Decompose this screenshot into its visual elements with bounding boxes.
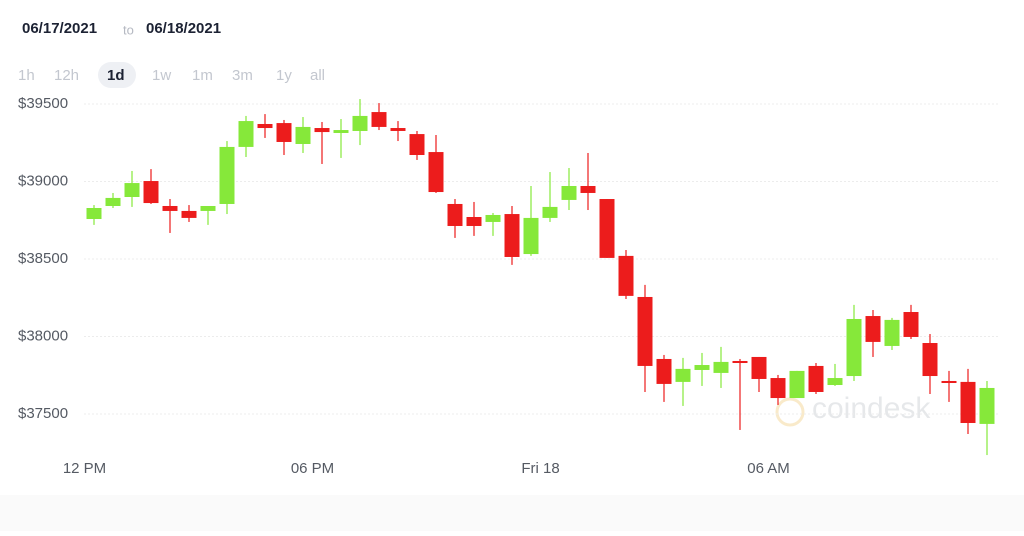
range-button[interactable]: 1y [276,67,292,84]
candle-body [827,378,843,386]
candle-body [960,381,976,423]
candle-body [770,378,786,399]
watermark-text: coindesk [812,392,931,425]
y-tick-label: $38000 [18,327,68,344]
candle-body [922,343,938,377]
candle-body [276,123,292,142]
y-tick-label: $37500 [18,405,68,422]
x-tick-label: 06 AM [747,460,790,477]
candle-body [238,121,254,147]
candle-body [675,368,691,382]
candle-body [599,199,615,258]
candle-body [523,217,539,255]
y-tick-label: $39500 [18,95,68,112]
candle-body [732,360,748,364]
date-from: 06/17/2021 [22,20,97,37]
range-button[interactable]: 3m [232,67,253,84]
x-tick-label: Fri 18 [521,460,559,477]
candle-body [162,205,178,211]
candle-body [789,370,805,399]
candle-body [618,255,634,296]
candle-body [656,358,672,384]
range-button[interactable]: all [310,67,325,84]
candle-body [808,365,824,392]
date-to-word: to [123,22,134,37]
range-button[interactable]: 1m [192,67,213,84]
watermark-icon [775,397,805,427]
range-button[interactable]: 12h [54,67,79,84]
candle-body [181,210,197,218]
candle-body [751,356,767,379]
candle-body [884,319,900,346]
candle-body [846,318,862,377]
candle-body [542,206,558,218]
candle-body [257,123,273,129]
candle-body [979,387,995,424]
candle-body [371,112,387,127]
candle-body [580,185,596,193]
x-tick-label: 06 PM [291,460,334,477]
candle-body [447,203,463,226]
candle-body [865,316,881,342]
candle-body [219,146,235,204]
candle-body [428,152,444,193]
range-button-bg [98,62,136,88]
candle-body [200,205,216,211]
candle-body [352,115,368,131]
candle-body [561,185,577,200]
candle-body [86,208,102,220]
range-button[interactable]: 1w [152,67,171,84]
date-to: 06/18/2021 [146,20,221,37]
candle-body [903,312,919,337]
watermark: coindesk [775,392,931,427]
candle-body [466,216,482,226]
candle-body [694,365,710,370]
candle-body [713,361,729,373]
y-tick-label: $39000 [18,172,68,189]
range-button[interactable]: 1h [18,67,35,84]
candle-body [333,130,349,133]
candle-body [409,134,425,155]
candle-body [390,128,406,131]
candle-body [485,214,501,222]
y-tick-label: $38500 [18,250,68,267]
candle-body [941,380,957,383]
candle-body [295,126,311,144]
candle-body [143,181,159,204]
candle-body [504,214,520,257]
x-tick-label: 12 PM [63,460,106,477]
candle-body [314,128,330,133]
candle-body [105,197,121,206]
footer-band [0,495,1024,531]
candle-body [637,296,653,366]
range-button[interactable]: 1d [107,67,125,84]
candle-body [124,183,140,197]
